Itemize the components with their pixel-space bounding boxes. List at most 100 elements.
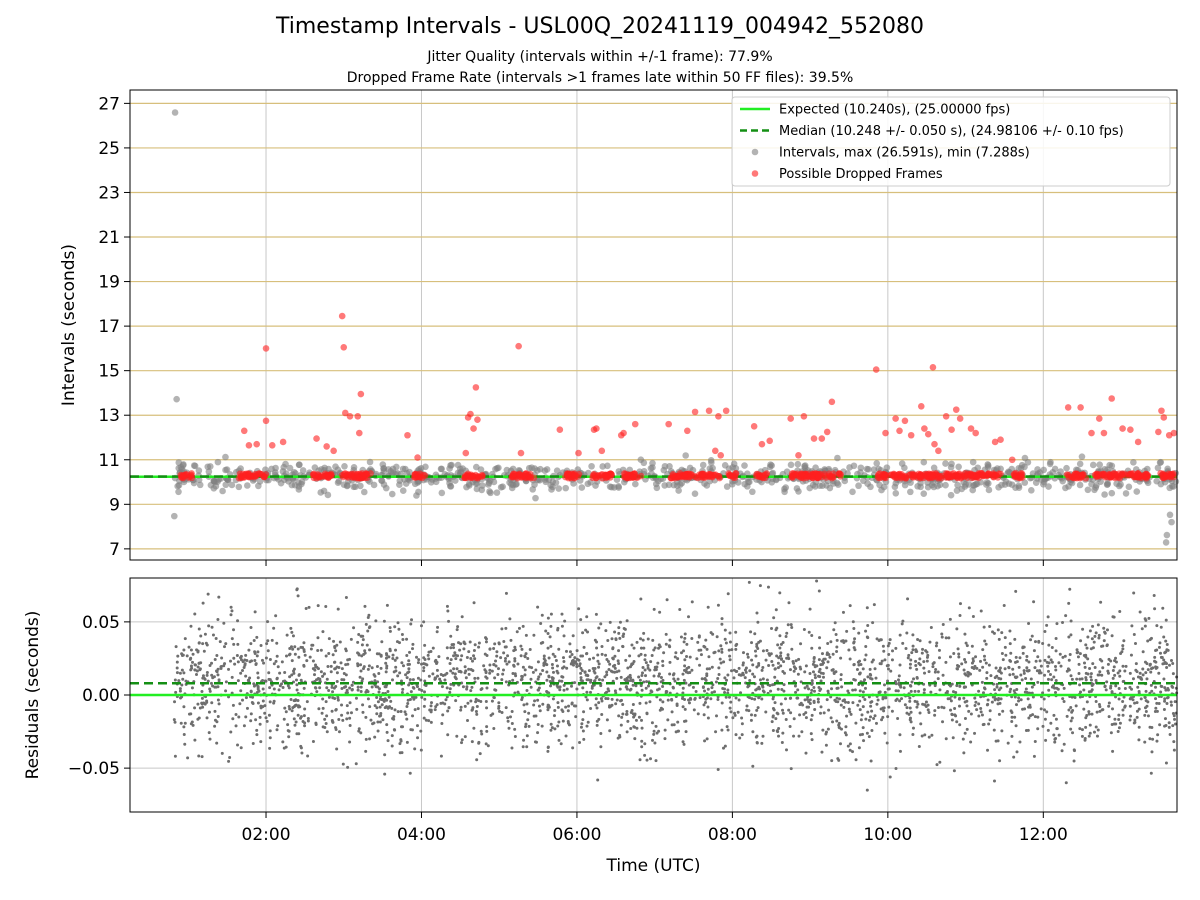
residual-point (981, 723, 985, 727)
residual-point (606, 687, 610, 691)
residual-point (910, 651, 914, 655)
interval-point (486, 488, 493, 495)
residual-point (1061, 697, 1065, 701)
residual-point (958, 684, 962, 688)
residual-point (506, 654, 510, 658)
residual-point (1007, 665, 1011, 669)
jitter-quality-subtitle: Jitter Quality (intervals within +/-1 fr… (427, 49, 773, 65)
residual-point (723, 744, 727, 748)
residual-point (998, 670, 1002, 674)
residual-point (565, 687, 569, 691)
residual-point (437, 655, 441, 659)
interval-point (870, 466, 878, 473)
residual-point (256, 687, 260, 691)
residual-point (417, 687, 421, 691)
residual-point (998, 666, 1002, 670)
residual-point (579, 725, 583, 729)
residual-point (1117, 687, 1121, 691)
dropped-frame-point (1119, 425, 1126, 432)
residual-point (490, 669, 494, 673)
residual-point (338, 640, 342, 644)
residual-point (621, 634, 625, 638)
residual-point (427, 657, 431, 661)
interval-point (1015, 484, 1023, 491)
residual-point (367, 613, 371, 617)
residual-point (835, 696, 839, 700)
residual-point (1159, 690, 1163, 694)
residual-point (771, 728, 775, 732)
residual-point (610, 637, 614, 641)
residual-point (967, 606, 971, 610)
residual-point (1167, 725, 1171, 729)
residual-point (1012, 689, 1016, 693)
residual-point (952, 769, 956, 773)
residual-point (799, 680, 803, 684)
dropped-frame-point (256, 470, 263, 477)
residual-point (1155, 701, 1159, 705)
residual-point (682, 678, 686, 682)
dropped-frame-point (1065, 474, 1072, 481)
residual-point (704, 638, 708, 642)
residual-point (1173, 717, 1177, 721)
residual-point (220, 656, 224, 660)
residual-point (597, 701, 601, 705)
residual-point (478, 752, 482, 756)
residual-point (674, 651, 678, 655)
residual-point (1165, 666, 1169, 670)
residual-point (217, 595, 221, 599)
residual-point (914, 648, 918, 652)
residual-point (621, 703, 625, 707)
residual-point (628, 665, 632, 669)
residual-point (385, 664, 389, 668)
residual-point (1025, 658, 1029, 662)
residual-point (826, 689, 830, 693)
residual-point (197, 754, 201, 758)
intervals-y-tick-label: 19 (98, 273, 120, 293)
residual-point (944, 737, 948, 741)
residual-point (1138, 671, 1142, 675)
residual-point (407, 659, 411, 663)
residual-point (175, 666, 179, 670)
residual-point (706, 605, 710, 609)
residual-point (744, 666, 748, 670)
residual-point (577, 658, 581, 662)
residual-point (324, 605, 328, 609)
residual-point (253, 658, 257, 662)
residual-point (233, 662, 237, 666)
residual-point (1163, 717, 1167, 721)
residual-point (302, 663, 306, 667)
residual-point (645, 758, 649, 762)
residual-point (1105, 643, 1109, 647)
residual-point (1052, 733, 1056, 737)
residual-point (683, 707, 687, 711)
residual-point (350, 688, 354, 692)
residual-point (1110, 722, 1114, 726)
residual-point (1121, 647, 1125, 651)
residual-point (327, 637, 331, 641)
interval-point (493, 489, 501, 496)
residual-point (911, 633, 915, 637)
residual-point (1146, 700, 1150, 704)
residual-point (775, 654, 779, 658)
residual-point (388, 649, 392, 653)
residual-point (830, 687, 834, 691)
residual-point (883, 683, 887, 687)
residual-point (874, 721, 878, 725)
dropped-frame-point (342, 409, 349, 417)
residual-point (922, 666, 926, 670)
residual-point (263, 711, 267, 715)
residual-point (661, 678, 665, 682)
residual-point (633, 737, 637, 741)
residual-point (1074, 704, 1078, 708)
residual-point (280, 660, 284, 664)
dropped-frame-point (1162, 473, 1170, 481)
residual-point (650, 738, 654, 742)
interval-point (357, 482, 364, 490)
residual-point (1000, 652, 1004, 656)
residual-point (812, 660, 816, 664)
residual-point (605, 718, 609, 722)
residual-point (554, 658, 558, 662)
residual-point (1149, 683, 1153, 687)
residual-point (262, 661, 266, 665)
interval-point (497, 483, 505, 491)
